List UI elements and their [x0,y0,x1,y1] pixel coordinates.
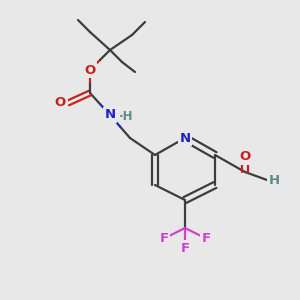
Text: N: N [104,109,116,122]
Text: F: F [159,232,169,244]
Text: ·H: ·H [119,110,134,122]
Text: O: O [239,150,250,163]
Text: O: O [84,64,96,76]
Text: H: H [269,173,280,187]
Text: N: N [179,131,191,145]
Text: F: F [180,242,190,254]
Text: O: O [55,97,66,110]
Text: F: F [201,232,211,244]
